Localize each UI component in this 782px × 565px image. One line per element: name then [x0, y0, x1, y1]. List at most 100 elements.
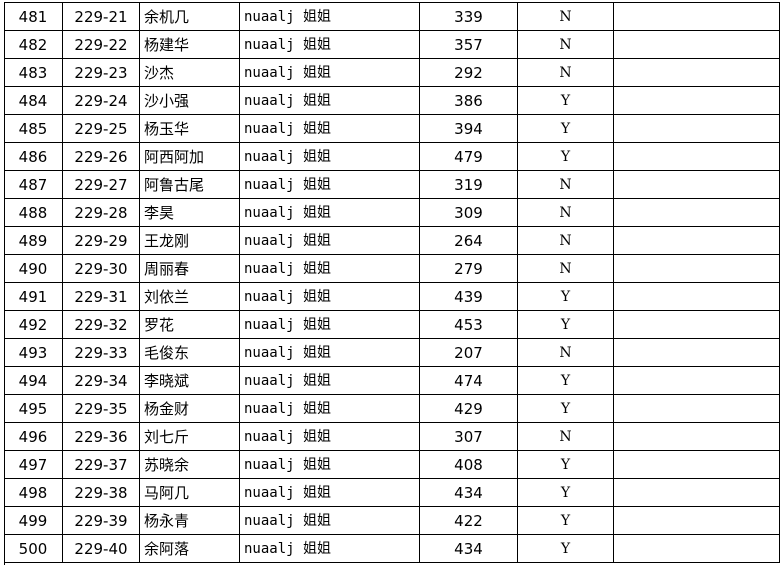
score: 264 — [420, 227, 518, 255]
flag: Y — [518, 87, 614, 115]
empty-cell — [614, 143, 780, 171]
code: 229-29 — [63, 227, 140, 255]
code: 229-28 — [63, 199, 140, 227]
row-number: 482 — [4, 31, 63, 59]
code: 229-30 — [63, 255, 140, 283]
row-number: 491 — [4, 283, 63, 311]
flag: Y — [518, 479, 614, 507]
flag: N — [518, 3, 614, 31]
row-number: 489 — [4, 227, 63, 255]
name: 李晓斌 — [140, 367, 240, 395]
note: nuaalj 姐姐 — [240, 59, 420, 87]
note: nuaalj 姐姐 — [240, 227, 420, 255]
name: 罗花 — [140, 311, 240, 339]
name: 杨玉华 — [140, 115, 240, 143]
name: 沙小强 — [140, 87, 240, 115]
score: 357 — [420, 31, 518, 59]
empty-cell — [614, 451, 780, 479]
name: 杨永青 — [140, 507, 240, 535]
code: 229-32 — [63, 311, 140, 339]
code: 229-25 — [63, 115, 140, 143]
code: 229-36 — [63, 423, 140, 451]
score: 434 — [420, 479, 518, 507]
name: 刘依兰 — [140, 283, 240, 311]
row-number: 481 — [4, 3, 63, 31]
note: nuaalj 姐姐 — [240, 311, 420, 339]
flag: Y — [518, 507, 614, 535]
score: 386 — [420, 87, 518, 115]
score: 394 — [420, 115, 518, 143]
note: nuaalj 姐姐 — [240, 199, 420, 227]
empty-cell — [614, 227, 780, 255]
name: 马阿几 — [140, 479, 240, 507]
row-number: 499 — [4, 507, 63, 535]
empty-cell — [614, 59, 780, 87]
row-number: 492 — [4, 311, 63, 339]
code: 229-34 — [63, 367, 140, 395]
note: nuaalj 姐姐 — [240, 143, 420, 171]
score: 307 — [420, 423, 518, 451]
note: nuaalj 姐姐 — [240, 451, 420, 479]
row-number: 490 — [4, 255, 63, 283]
flag: Y — [518, 367, 614, 395]
note: nuaalj 姐姐 — [240, 339, 420, 367]
flag: N — [518, 199, 614, 227]
row-number: 484 — [4, 87, 63, 115]
flag: Y — [518, 283, 614, 311]
empty-cell — [614, 199, 780, 227]
name: 刘七斤 — [140, 423, 240, 451]
score: 408 — [420, 451, 518, 479]
row-number: 487 — [4, 171, 63, 199]
code: 229-23 — [63, 59, 140, 87]
name: 王龙刚 — [140, 227, 240, 255]
note: nuaalj 姐姐 — [240, 423, 420, 451]
flag: N — [518, 31, 614, 59]
row-number: 488 — [4, 199, 63, 227]
score: 339 — [420, 3, 518, 31]
name: 周丽春 — [140, 255, 240, 283]
code: 229-31 — [63, 283, 140, 311]
empty-cell — [614, 395, 780, 423]
empty-cell — [614, 3, 780, 31]
name: 余机几 — [140, 3, 240, 31]
score: 434 — [420, 535, 518, 563]
name: 苏晓余 — [140, 451, 240, 479]
name: 沙杰 — [140, 59, 240, 87]
score: 319 — [420, 171, 518, 199]
note: nuaalj 姐姐 — [240, 31, 420, 59]
note: nuaalj 姐姐 — [240, 367, 420, 395]
score: 422 — [420, 507, 518, 535]
empty-cell — [614, 255, 780, 283]
score: 292 — [420, 59, 518, 87]
score: 479 — [420, 143, 518, 171]
note: nuaalj 姐姐 — [240, 115, 420, 143]
name: 杨金财 — [140, 395, 240, 423]
score: 453 — [420, 311, 518, 339]
score: 207 — [420, 339, 518, 367]
score: 439 — [420, 283, 518, 311]
empty-cell — [614, 367, 780, 395]
code: 229-38 — [63, 479, 140, 507]
code: 229-39 — [63, 507, 140, 535]
empty-cell — [614, 31, 780, 59]
flag: N — [518, 255, 614, 283]
name: 余阿落 — [140, 535, 240, 563]
empty-cell — [614, 535, 780, 563]
row-number: 497 — [4, 451, 63, 479]
empty-cell — [614, 87, 780, 115]
empty-cell — [614, 339, 780, 367]
code: 229-26 — [63, 143, 140, 171]
name: 阿鲁古尾 — [140, 171, 240, 199]
empty-cell — [614, 311, 780, 339]
code: 229-40 — [63, 535, 140, 563]
row-number: 500 — [4, 535, 63, 563]
note: nuaalj 姐姐 — [240, 507, 420, 535]
code: 229-21 — [63, 3, 140, 31]
row-number: 498 — [4, 479, 63, 507]
name: 杨建华 — [140, 31, 240, 59]
row-number: 486 — [4, 143, 63, 171]
name: 阿西阿加 — [140, 143, 240, 171]
flag: N — [518, 423, 614, 451]
